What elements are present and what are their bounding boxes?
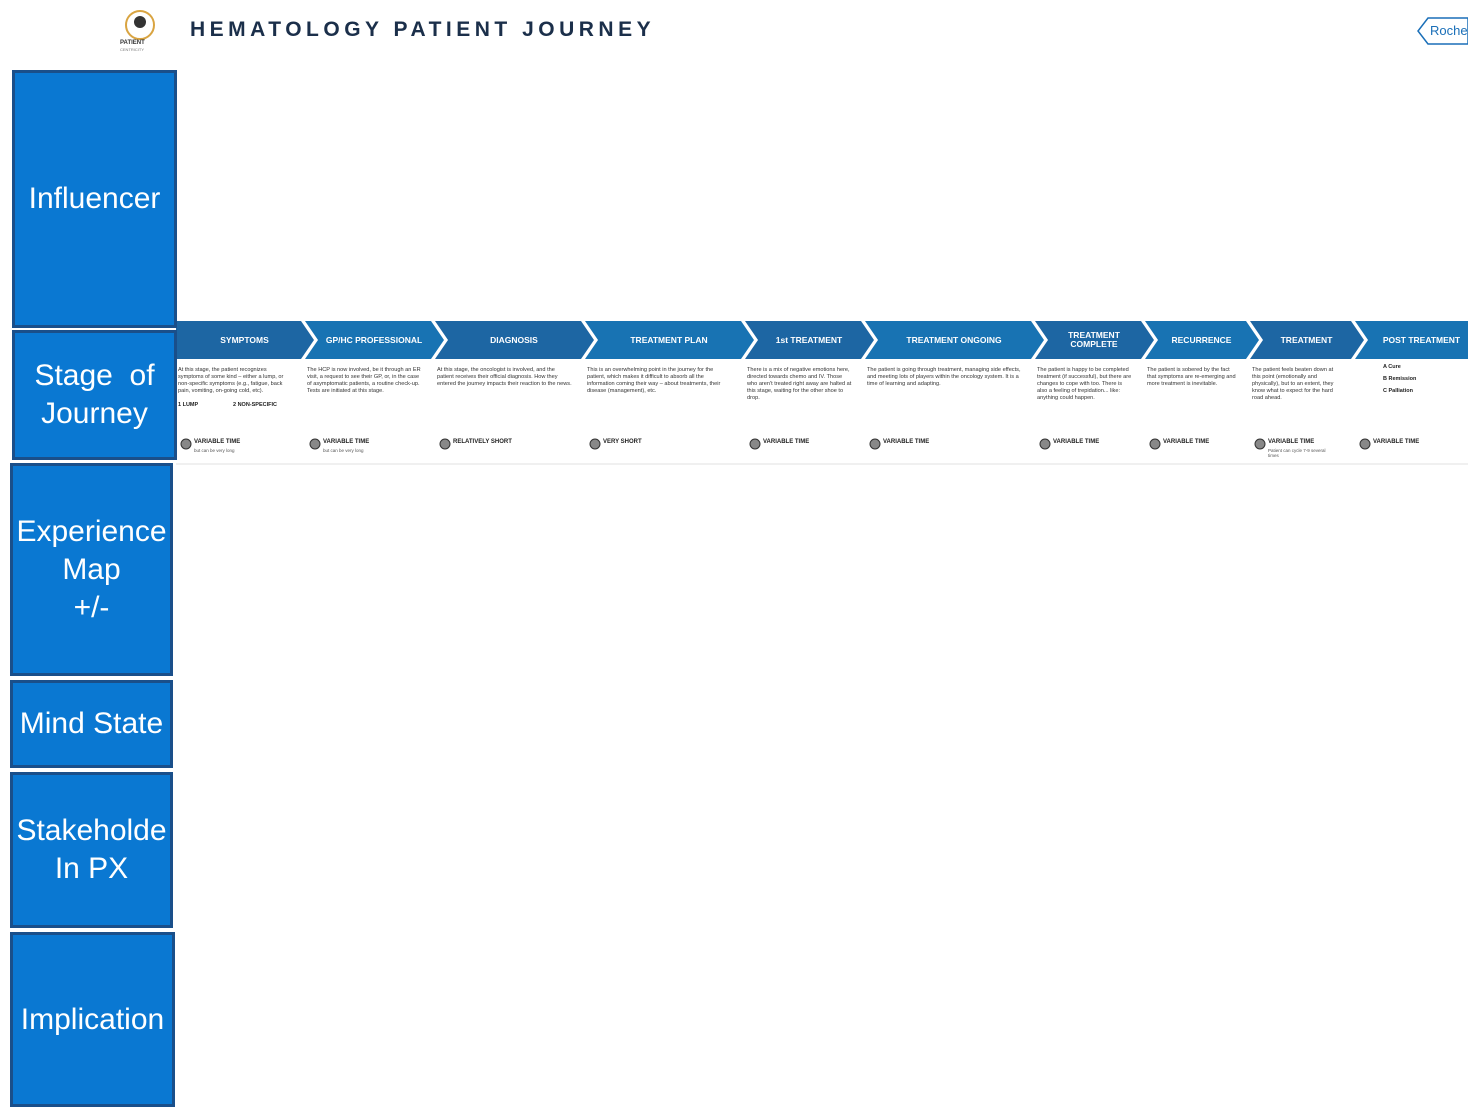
stage-note: but can be very long <box>194 448 254 453</box>
stage-name: TREATMENT PLAN <box>595 321 743 359</box>
stage-time: VARIABLE TIME <box>1373 439 1433 446</box>
row-label-line: +/- <box>74 589 110 627</box>
time-icon <box>181 439 191 449</box>
stage-time: VARIABLE TIME <box>323 439 383 446</box>
stage-time: VARIABLE TIME <box>1268 439 1328 446</box>
row-label-line: Map <box>62 551 120 589</box>
stage-time: VARIABLE TIME <box>883 439 943 446</box>
stage-time: VARIABLE TIME <box>763 439 823 446</box>
stage-description: The patient feels beaten down at this po… <box>1252 367 1343 402</box>
stage-label: 1 LUMP <box>178 401 198 410</box>
row-label: Influencer <box>12 70 177 328</box>
brand: Roche <box>1430 23 1468 38</box>
stage-name: TREATMENT COMPLETE <box>1045 321 1143 359</box>
stage-name: DIAGNOSIS <box>445 321 583 359</box>
title: HEMATOLOGY PATIENT JOURNEY <box>190 18 655 42</box>
stage-label: 2 NON-SPECIFIC <box>233 401 277 410</box>
stage-name: TREATMENT ONGOING <box>875 321 1033 359</box>
time-icon <box>590 439 600 449</box>
stage-description: There is a mix of negative emotions here… <box>747 367 853 402</box>
stage-description: This is an overwhelming point in the jou… <box>587 367 733 395</box>
stage-time: VARIABLE TIME <box>1053 439 1113 446</box>
stage-description: The patient is going through treatment, … <box>867 367 1023 388</box>
stage-time: VARIABLE TIME <box>194 439 254 446</box>
stage-name: 1st TREATMENT <box>755 321 863 359</box>
stage-label: C Palliation <box>1383 387 1413 396</box>
time-icon <box>1040 439 1050 449</box>
stage-time: VARIABLE TIME <box>1163 439 1223 446</box>
row-label-line: Journey <box>41 395 148 433</box>
row-label-line: Experience <box>16 513 166 551</box>
row-label-line: Mind State <box>20 705 163 743</box>
time-icon <box>440 439 450 449</box>
row-label: Mind State <box>10 680 173 768</box>
canvas <box>0 0 1468 1107</box>
row-label-line: Implication <box>21 1001 164 1039</box>
stage-label: B Remission <box>1383 375 1416 384</box>
stage-description: At this stage, the oncologist is involve… <box>437 367 573 388</box>
stage-name: GP/HC PROFESSIONAL <box>315 321 433 359</box>
time-icon <box>870 439 880 449</box>
logo-subtext: CENTRICITY <box>120 47 144 52</box>
row-label-line: Influencer <box>29 180 161 218</box>
stage-label: A Cure <box>1383 363 1401 372</box>
row-label-line: Stakeholde <box>16 812 166 850</box>
stage-description: The patient is happy to be completed tre… <box>1037 367 1133 402</box>
time-icon <box>1150 439 1160 449</box>
time-icon <box>750 439 760 449</box>
row-label: Implication <box>10 932 175 1107</box>
stage-description: At this stage, the patient recognizes sy… <box>178 367 293 395</box>
time-icon <box>1360 439 1370 449</box>
logo-icon <box>134 16 146 28</box>
stage-note: but can be very long <box>323 448 383 453</box>
time-icon <box>1255 439 1265 449</box>
row-label-line: Stage of <box>34 357 154 395</box>
stage-note: Patient can cycle 7-9 several times <box>1268 448 1328 458</box>
stage-time: VERY SHORT <box>603 439 663 446</box>
logo-text: PATIENT <box>120 40 145 46</box>
page: HEMATOLOGY PATIENT JOURNEY PATIENT CENTR… <box>0 0 1468 1107</box>
stage-description: The patient is sobered by the fact that … <box>1147 367 1238 388</box>
stage-name: TREATMENT <box>1260 321 1353 359</box>
time-icon <box>310 439 320 449</box>
stage-name: POST TREATMENT <box>1365 321 1468 359</box>
stage-name: SYMPTOMS <box>186 321 303 359</box>
stage-description: The HCP is now involved, be it through a… <box>307 367 423 395</box>
stage-name: RECURRENCE <box>1155 321 1248 359</box>
row-label-line: In PX <box>55 850 128 888</box>
stage-time: RELATIVELY SHORT <box>453 439 513 446</box>
